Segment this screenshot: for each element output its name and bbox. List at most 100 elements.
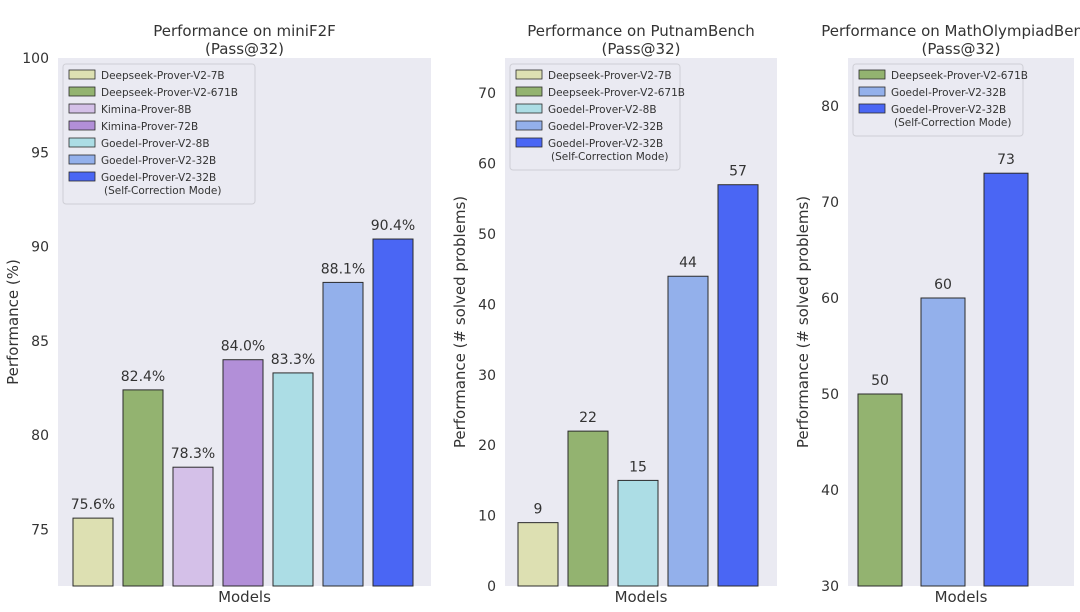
y-tick-label: 40 bbox=[478, 297, 496, 313]
chart-title: Performance on PutnamBench bbox=[527, 22, 755, 40]
y-axis-label: Performance (%) bbox=[4, 259, 22, 385]
chart-panel-1: Performance on miniF2F(Pass@32) 75 80 85 90 9… bbox=[4, 22, 431, 606]
legend-label: Deepseek-Prover-V2-671B bbox=[101, 87, 238, 99]
bar-value-label: 22 bbox=[579, 410, 597, 426]
bar-value-label: 9 bbox=[534, 502, 543, 518]
bar-value-label: 44 bbox=[679, 255, 697, 271]
bar-value-label: 15 bbox=[629, 459, 647, 475]
bar bbox=[222, 359, 264, 587]
legend-label: Deepseek-Prover-V2-671B bbox=[891, 70, 1028, 82]
legend-label: (Self-Correction Mode) bbox=[551, 151, 668, 163]
chart-title: Performance on miniF2F bbox=[153, 22, 336, 40]
legend-swatch bbox=[515, 103, 543, 114]
x-axis-label: Models bbox=[218, 588, 271, 606]
legend-swatch bbox=[515, 69, 543, 80]
bar bbox=[322, 281, 364, 587]
legend-label: Goedel-Prover-V2-32B bbox=[548, 138, 663, 150]
bar bbox=[717, 184, 759, 587]
y-tick-label: 85 bbox=[31, 334, 49, 350]
legend-label: Goedel-Prover-V2-32B bbox=[891, 87, 1006, 99]
y-tick-label: 40 bbox=[821, 483, 839, 499]
bar bbox=[517, 522, 559, 587]
bar-value-label: 90.4% bbox=[371, 218, 415, 234]
legend-label: Kimina-Prover-8B bbox=[101, 104, 191, 116]
y-tick-label: 60 bbox=[478, 157, 496, 173]
y-tick-label: 70 bbox=[478, 86, 496, 102]
bar bbox=[122, 389, 164, 587]
legend-swatch bbox=[68, 154, 96, 165]
legend-label: Deepseek-Prover-V2-671B bbox=[548, 87, 685, 99]
legend-label: Goedel-Prover-V2-32B bbox=[548, 121, 663, 133]
bar bbox=[617, 479, 659, 587]
y-tick-label: 20 bbox=[478, 438, 496, 454]
bar-value-label: 50 bbox=[871, 373, 889, 389]
chart-panel-2: Performance on PutnamBench(Pass@32) 0 10 20… bbox=[451, 22, 777, 606]
y-tick-label: 50 bbox=[478, 227, 496, 243]
bar-value-label: 75.6% bbox=[71, 497, 115, 513]
legend-swatch bbox=[68, 86, 96, 97]
y-tick-label: 60 bbox=[821, 291, 839, 307]
bar-value-label: 83.3% bbox=[271, 352, 315, 368]
legend-label: Goedel-Prover-V2-32B bbox=[891, 104, 1006, 116]
legend-swatch bbox=[68, 171, 96, 182]
legend-label: (Self-Correction Mode) bbox=[104, 185, 221, 197]
legend-label: Goedel-Prover-V2-8B bbox=[101, 138, 210, 150]
bar bbox=[667, 275, 709, 587]
bar bbox=[983, 172, 1029, 587]
y-tick-label: 80 bbox=[31, 428, 49, 444]
bar-value-label: 57 bbox=[729, 164, 747, 180]
legend-label: (Self-Correction Mode) bbox=[894, 117, 1011, 129]
legend-swatch bbox=[68, 103, 96, 114]
y-tick-label: 90 bbox=[31, 240, 49, 256]
y-tick-label: 100 bbox=[22, 51, 49, 67]
legend-swatch bbox=[858, 69, 886, 80]
y-tick-label: 75 bbox=[31, 522, 49, 538]
y-axis-label: Performance (# solved problems) bbox=[451, 196, 469, 448]
bar-value-label: 78.3% bbox=[171, 446, 215, 462]
bar-value-label: 84.0% bbox=[221, 339, 265, 355]
bar-value-label: 60 bbox=[934, 277, 952, 293]
y-tick-label: 70 bbox=[821, 195, 839, 211]
chart-subtitle: (Pass@32) bbox=[922, 40, 1001, 58]
legend-label: Deepseek-Prover-V2-7B bbox=[548, 70, 672, 82]
legend-swatch bbox=[858, 86, 886, 97]
legend-label: Goedel-Prover-V2-32B bbox=[101, 155, 216, 167]
bar bbox=[857, 393, 903, 587]
chart-subtitle: (Pass@32) bbox=[205, 40, 284, 58]
legend-swatch bbox=[68, 120, 96, 131]
x-axis-label: Models bbox=[935, 588, 988, 606]
legend-box bbox=[852, 63, 1024, 137]
bar-value-label: 82.4% bbox=[121, 369, 165, 385]
legend-swatch bbox=[515, 86, 543, 97]
y-tick-label: 0 bbox=[487, 579, 496, 595]
legend-swatch bbox=[68, 137, 96, 148]
y-axis-label: Performance (# solved problems) bbox=[794, 196, 812, 448]
bar bbox=[567, 430, 609, 587]
x-axis-label: Models bbox=[615, 588, 668, 606]
bar bbox=[72, 517, 114, 587]
legend-swatch bbox=[515, 120, 543, 131]
legend-label: Goedel-Prover-V2-32B bbox=[101, 172, 216, 184]
legend-swatch bbox=[68, 69, 96, 80]
legend-label: Goedel-Prover-V2-8B bbox=[548, 104, 657, 116]
y-tick-label: 30 bbox=[478, 368, 496, 384]
y-tick-label: 30 bbox=[821, 579, 839, 595]
legend-label: Deepseek-Prover-V2-7B bbox=[101, 70, 225, 82]
y-tick-label: 95 bbox=[31, 145, 49, 161]
legend-label: Kimina-Prover-72B bbox=[101, 121, 198, 133]
y-tick-label: 80 bbox=[821, 99, 839, 115]
legend-box bbox=[509, 63, 681, 171]
legend-swatch bbox=[515, 137, 543, 148]
bar bbox=[172, 466, 214, 587]
y-tick-label: 10 bbox=[478, 509, 496, 525]
legend: Deepseek-Prover-V2-7B Deepseek-Prover-V2-… bbox=[62, 63, 256, 205]
legend-box bbox=[62, 63, 256, 205]
chart-title: Performance on MathOlympiadBench bbox=[821, 22, 1080, 40]
y-tick-label: 50 bbox=[821, 387, 839, 403]
chart-panel-3: Performance on MathOlympiadBench(Pass@32… bbox=[794, 22, 1080, 606]
chart-subtitle: (Pass@32) bbox=[602, 40, 681, 58]
bar bbox=[372, 238, 414, 587]
bar bbox=[920, 297, 966, 587]
